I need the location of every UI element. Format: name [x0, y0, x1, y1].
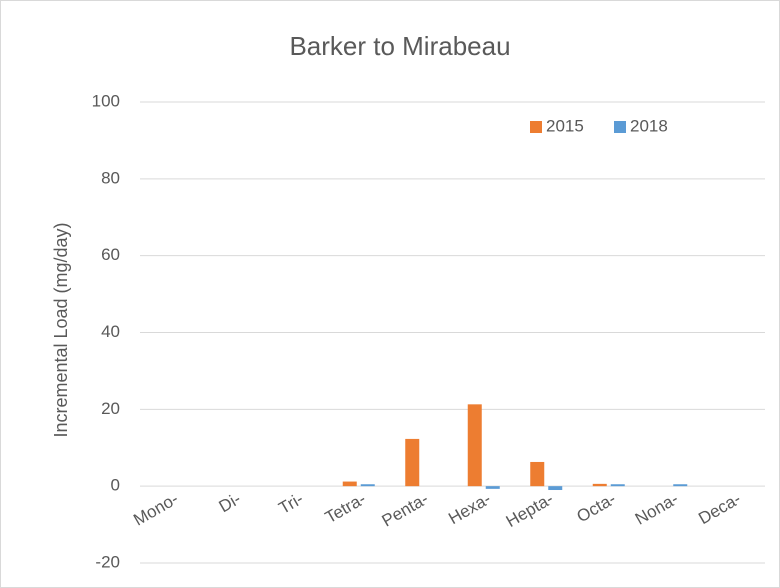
bar	[548, 486, 563, 491]
y-tick-label: 40	[101, 322, 120, 341]
legend-swatch	[614, 121, 626, 133]
bar	[530, 461, 545, 487]
bar	[592, 483, 607, 487]
y-axis-label: Incremental Load (mg/day)	[51, 222, 71, 437]
y-tick-label: -20	[95, 552, 120, 571]
y-tick-label: 0	[111, 476, 120, 495]
bar	[485, 486, 500, 489]
legend-swatch	[530, 121, 542, 133]
bar	[342, 481, 357, 487]
y-tick-label: 80	[101, 168, 120, 187]
bar	[610, 484, 625, 487]
legend-label: 2018	[630, 116, 668, 135]
bar	[467, 404, 482, 487]
y-tick-label: 60	[101, 245, 120, 264]
chart-title: Barker to Mirabeau	[289, 31, 510, 61]
y-tick-label: 20	[101, 399, 120, 418]
y-tick-label: 100	[92, 91, 120, 110]
legend-label: 2015	[546, 116, 584, 135]
bar	[360, 484, 375, 487]
bar	[405, 438, 420, 487]
bar	[673, 484, 688, 487]
